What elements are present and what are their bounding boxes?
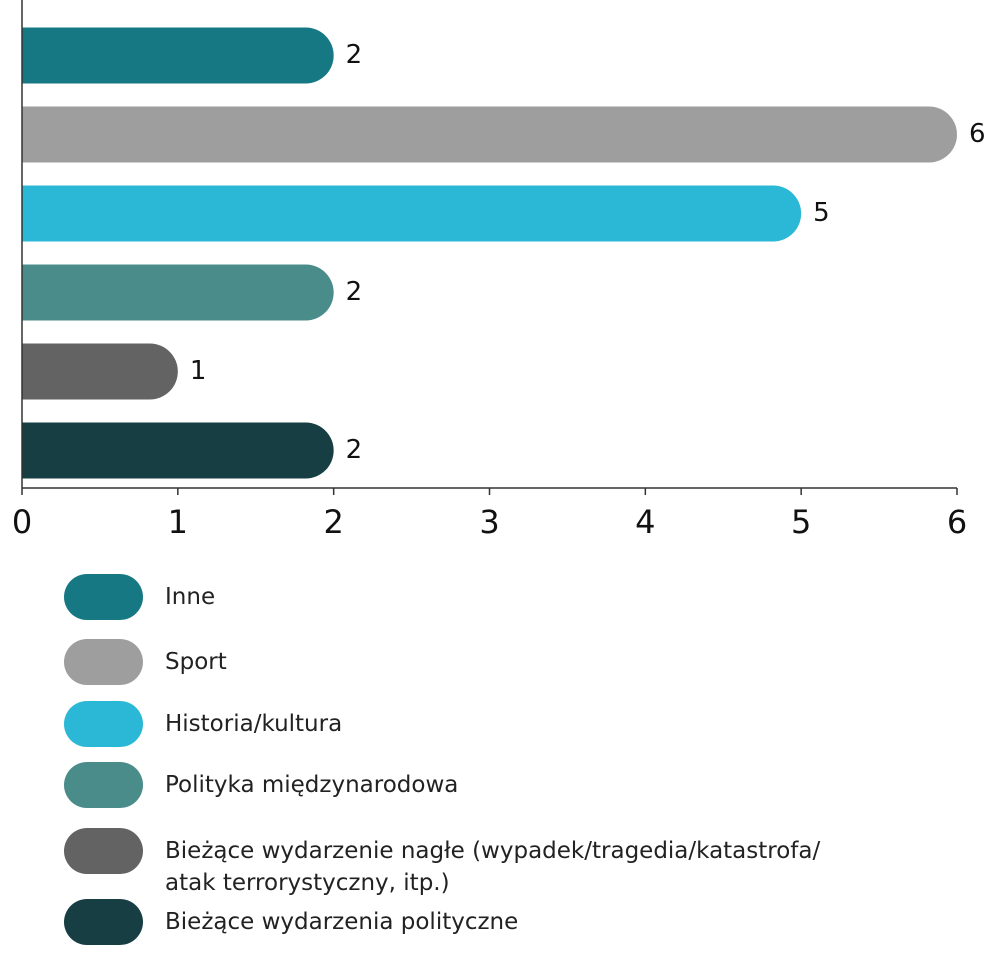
- legend-item: Inne: [0, 567, 987, 627]
- legend-item: Sport: [0, 632, 987, 692]
- legend-swatch: [64, 828, 143, 874]
- legend-item: Bieżące wydarzenie nagłe (wypadek/traged…: [0, 821, 987, 896]
- bar: [22, 264, 334, 321]
- value-label: 2: [346, 435, 363, 465]
- value-label: 5: [813, 198, 830, 228]
- legend-item: Polityka międzynarodowa: [0, 755, 987, 815]
- x-tick-label: 0: [12, 503, 32, 541]
- x-tick-label: 2: [323, 503, 343, 541]
- legend-swatch: [64, 701, 143, 747]
- legend-swatch: [64, 574, 143, 620]
- bar: [22, 422, 334, 479]
- legend-label: Polityka międzynarodowa: [165, 772, 459, 798]
- bar: [22, 106, 958, 163]
- bar: [22, 185, 802, 242]
- x-tick-label: 6: [947, 503, 967, 541]
- x-tick-label: 4: [635, 503, 655, 541]
- legend-label: Historia/kultura: [165, 711, 343, 737]
- legend-label: Bieżące wydarzenia polityczne: [165, 909, 519, 935]
- legend-swatch: [64, 639, 143, 685]
- legend-swatch: [64, 899, 143, 945]
- legend-label: Bieżące wydarzenie nagłe (wypadek/traged…: [165, 838, 821, 896]
- value-label: 2: [346, 277, 363, 307]
- x-tick-label: 5: [791, 503, 811, 541]
- legend-swatch: [64, 762, 143, 808]
- legend-item: Bieżące wydarzenia polityczne: [0, 892, 987, 952]
- x-tick-label: 3: [479, 503, 499, 541]
- bar: [22, 343, 178, 400]
- legend-label: Sport: [165, 649, 227, 675]
- bar: [22, 27, 334, 84]
- value-label: 1: [190, 356, 207, 386]
- x-tick-label: 1: [168, 503, 188, 541]
- value-label: 6: [969, 119, 986, 149]
- plot: 2 6 5 2 1 2 0 1 2 3 4 5 6: [12, 0, 986, 541]
- legend-label: Inne: [165, 584, 216, 610]
- value-label: 2: [346, 40, 363, 70]
- legend-item: Historia/kultura: [0, 694, 987, 754]
